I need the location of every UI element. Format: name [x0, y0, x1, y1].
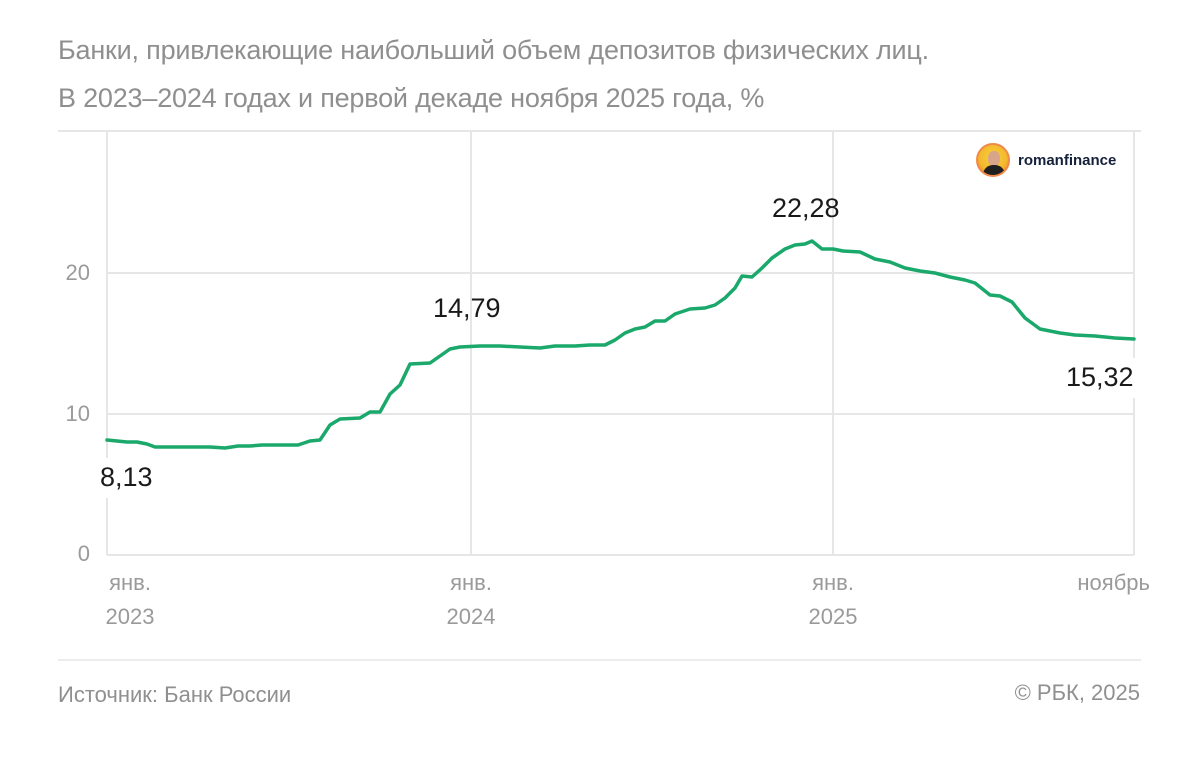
y-tick-0: 0: [77, 541, 90, 566]
footer-divider: [58, 659, 1141, 661]
x-tick-month: янв.: [450, 570, 492, 595]
x-tick-month: ноябрь: [1077, 570, 1150, 595]
chart-title-line2: В 2023–2024 годах и первой декаде ноября…: [58, 83, 765, 113]
copyright-text: © РБК, 2025: [1014, 680, 1140, 705]
x-tick-jan-2024: янв. 2024: [421, 566, 521, 634]
annotation-end: 15,32: [1066, 362, 1134, 392]
annotation-peak: 22,28: [772, 193, 840, 223]
chart-title: Банки, привлекающие наибольший объем деп…: [58, 26, 929, 122]
avatar: [976, 143, 1010, 177]
annotation-jan-2024: 14,79: [433, 293, 501, 323]
annotation-bg: [1064, 358, 1140, 398]
watermark-badge: romanfinance: [976, 143, 1116, 177]
x-tick-year: 2025: [808, 604, 858, 629]
chart-title-line1: Банки, привлекающие наибольший объем деп…: [58, 35, 929, 65]
series-line: [105, 239, 1136, 450]
x-tick-jan-2025: янв. 2025: [783, 566, 883, 634]
x-tick-year: 2023: [105, 604, 155, 629]
x-gridlines: [106, 131, 1135, 555]
avatar-head: [988, 151, 1000, 166]
source-text: Источник: Банк России: [58, 682, 292, 707]
annotation-bg: [96, 458, 156, 498]
y-gridlines: [58, 130, 1141, 556]
x-tick-nov-2025: ноябрь: [1040, 566, 1150, 600]
y-tick-10: 10: [65, 401, 90, 426]
y-tick-20: 20: [65, 260, 90, 285]
x-tick-month: янв.: [812, 570, 854, 595]
x-tick-month: янв.: [109, 570, 151, 595]
x-tick-year: 2024: [446, 604, 496, 629]
annotation-start: 8,13: [100, 462, 153, 492]
avatar-shirt: [983, 165, 1005, 175]
x-tick-jan-2023: янв. 2023: [80, 566, 180, 634]
watermark-name: romanfinance: [1018, 151, 1117, 169]
